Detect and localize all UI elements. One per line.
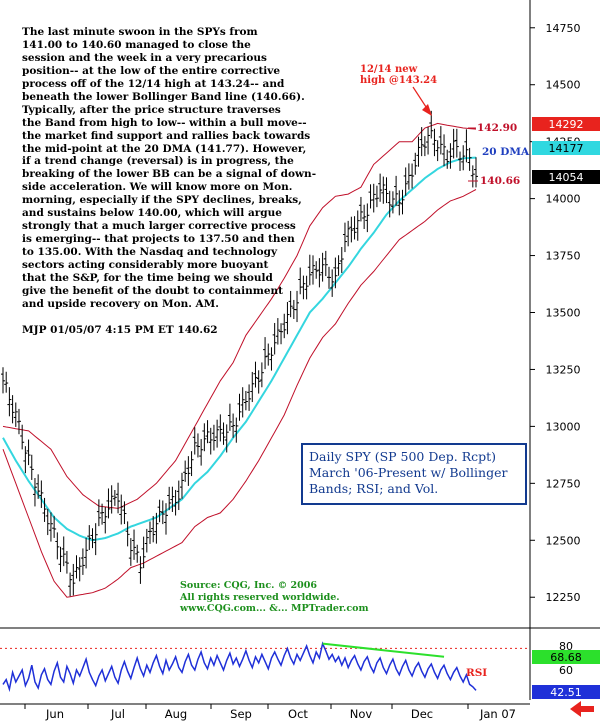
- price-tag-bg: [532, 170, 600, 184]
- price-tick-label: 14750: [546, 22, 581, 35]
- price-tag-bg: [532, 141, 600, 155]
- lower-band-line: [2, 189, 477, 598]
- price-tick-label: 13500: [546, 307, 581, 320]
- rsi-tag-label: 42.51: [550, 686, 582, 699]
- bollinger-bands: [2, 122, 477, 598]
- price-bars: [1, 110, 478, 597]
- high-arrow-head: [422, 104, 432, 116]
- price-tick-label: 14500: [546, 79, 581, 92]
- rsi-line: [2, 641, 477, 693]
- rsi-tick-label: 60: [559, 664, 573, 677]
- rsi-tag-bg: [532, 685, 600, 699]
- month-label-oct: Oct: [288, 707, 308, 721]
- commentary-signature: MJP 01/05/07 4:15 PM ET 140.62: [22, 323, 218, 336]
- price-tag-label: 14177: [549, 142, 584, 155]
- upper-band-line: [2, 122, 477, 509]
- month-label-jun: Jun: [45, 707, 64, 721]
- chart-info-box: Daily SPY (SP 500 Dep. Rcpt) March '06-P…: [301, 443, 527, 505]
- price-tick-label: 12500: [546, 534, 581, 547]
- commentary-body: The last minute swoon in the SPYs from 1…: [22, 25, 317, 310]
- source-credit: Source: CQG, Inc. © 2006 All rights rese…: [180, 580, 369, 614]
- commentary-text: The last minute swoon in the SPYs from 1…: [22, 13, 340, 337]
- price-tick-label: 12750: [546, 477, 581, 490]
- price-tick-label: 14000: [546, 193, 581, 206]
- rsi-tick-label: 80: [559, 640, 573, 653]
- annotation-2: 142.90: [477, 122, 517, 134]
- price-tick-label: 13750: [546, 250, 581, 263]
- month-label-sep: Sep: [230, 707, 252, 721]
- month-label-nov: Nov: [350, 707, 373, 721]
- back-arrow-icon[interactable]: [568, 699, 596, 719]
- rsi-panel: 80 60 RSI 68.68 42.51: [0, 627, 600, 700]
- month-label-jan-07: Jan 07: [479, 707, 516, 721]
- rsi-trendline: [322, 642, 445, 658]
- time-axis: Jun Jul Aug Sep Oct Nov Dec Jan 07: [0, 703, 530, 721]
- sma20-line: [2, 156, 477, 542]
- annotation-4: 140.66: [480, 175, 520, 187]
- price-tick-label: 13000: [546, 420, 581, 433]
- high-arrow-line: [412, 86, 429, 111]
- rsi-tag-label: 68.68: [550, 651, 582, 664]
- price-tag-label: 14292: [549, 118, 584, 131]
- month-label-aug: Aug: [165, 707, 187, 721]
- price-axis: 12250 12500 12750 13000 13250 13500 13750 14000…: [529, 0, 581, 628]
- price-tick-label: 12250: [546, 591, 581, 604]
- annotation-0: 12/14 new: [360, 64, 418, 75]
- price-tick-label: 13250: [546, 363, 581, 376]
- price-tag-bg: [532, 117, 600, 131]
- month-label-jul: Jul: [110, 707, 125, 721]
- price-tag-label: 14054: [549, 171, 584, 184]
- annotation-1: high @143.24: [360, 75, 437, 86]
- rsi-label: RSI: [466, 667, 487, 679]
- rsi-tag-bg: [532, 650, 600, 664]
- annotation-3: 20 DMA: [482, 146, 530, 158]
- month-label-dec: Dec: [411, 707, 433, 721]
